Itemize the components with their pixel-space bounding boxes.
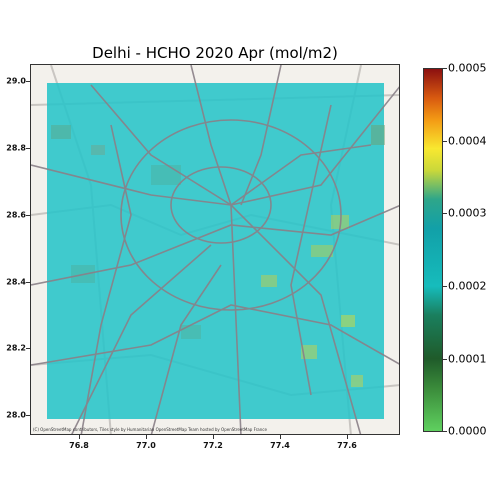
- x-tick-label: 76.8: [69, 441, 89, 450]
- y-tick-label: 28.0: [6, 411, 26, 420]
- y-tick-label: 28.8: [6, 144, 26, 153]
- colorbar-tick-label: 0.0005: [448, 62, 487, 75]
- colorbar-tick-label: 0.0000: [448, 425, 487, 438]
- x-tick-label: 77.6: [337, 441, 357, 450]
- y-tick-mark: [26, 148, 30, 149]
- x-tick-mark: [213, 435, 214, 439]
- colorbar-tick-label: 0.0003: [448, 207, 487, 220]
- colorbar-tick-mark: [443, 68, 447, 69]
- x-tick-label: 77.2: [203, 441, 223, 450]
- colorbar-tick-mark: [443, 213, 447, 214]
- y-tick-mark: [26, 81, 30, 82]
- y-tick-mark: [26, 348, 30, 349]
- x-tick-mark: [347, 435, 348, 439]
- colorbar-tick-mark: [443, 286, 447, 287]
- map-title: Delhi - HCHO 2020 Apr (mol/m2): [30, 44, 400, 62]
- colorbar-tick-label: 0.0004: [448, 135, 487, 148]
- x-tick-mark: [146, 435, 147, 439]
- colorbar-tick-label: 0.0002: [448, 280, 487, 293]
- x-tick-label: 77.4: [270, 441, 290, 450]
- y-tick-label: 29.0: [6, 77, 26, 86]
- colorbar-tick-mark: [443, 141, 447, 142]
- y-tick-label: 28.4: [6, 278, 26, 287]
- colorbar-tick-mark: [443, 359, 447, 360]
- y-tick-mark: [26, 415, 30, 416]
- colorbar: [423, 68, 443, 432]
- x-tick-mark: [79, 435, 80, 439]
- y-tick-mark: [26, 282, 30, 283]
- x-tick-label: 77.0: [136, 441, 156, 450]
- colorbar-tick-label: 0.0001: [448, 353, 487, 366]
- basemap: [31, 65, 400, 435]
- colorbar-tick-mark: [443, 431, 447, 432]
- y-tick-label: 28.2: [6, 344, 26, 353]
- x-tick-mark: [280, 435, 281, 439]
- y-tick-label: 28.6: [6, 211, 26, 220]
- y-tick-mark: [26, 215, 30, 216]
- map-attribution: (C) OpenStreetMap contributors, Tiles st…: [33, 427, 267, 432]
- map-panel[interactable]: (C) OpenStreetMap contributors, Tiles st…: [30, 64, 400, 435]
